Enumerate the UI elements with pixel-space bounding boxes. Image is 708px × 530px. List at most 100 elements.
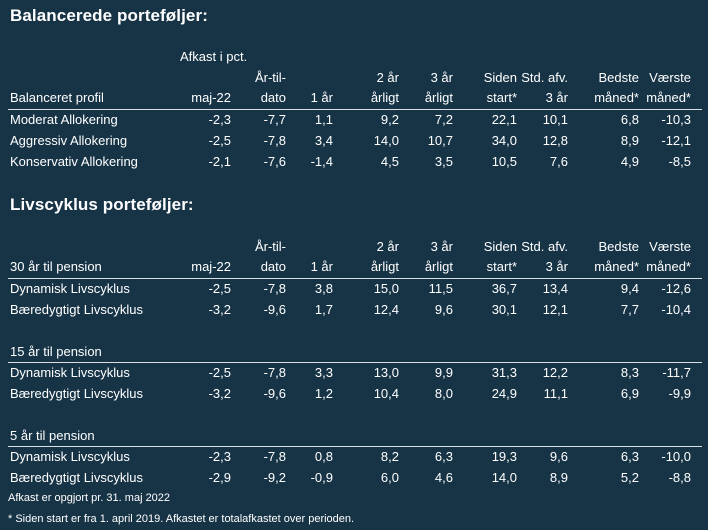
table-cell: -7,7 — [263, 112, 286, 127]
table-cell: 11,1 — [543, 386, 568, 401]
table-cell: 24,9 — [491, 386, 517, 401]
table-cell: 8,2 — [380, 449, 399, 464]
balanced-col-header: måned* — [594, 90, 639, 105]
table-cell: 1,1 — [314, 112, 333, 127]
balanced-col-header: maj-22 — [191, 90, 231, 105]
table-cell: 15,0 — [373, 281, 399, 296]
lifecycle-col-header: maj-22 — [191, 259, 231, 274]
table-cell: -9,2 — [263, 470, 286, 485]
group-label: 30 år til pension — [10, 259, 102, 274]
table-cell: 4,6 — [434, 470, 453, 485]
table-cell: 0,8 — [314, 449, 333, 464]
table-cell: -10,4 — [661, 302, 691, 317]
table-cell: -2,1 — [208, 154, 231, 169]
lifecycle-col-header: måned* — [646, 259, 691, 274]
table-cell: 12,8 — [542, 133, 568, 148]
table-cell: -8,8 — [668, 470, 691, 485]
row-label: Dynamisk Livscyklus — [10, 449, 130, 464]
table-cell: 5,2 — [620, 470, 639, 485]
lifecycle-col-header: start* — [486, 259, 517, 274]
table-cell: 3,5 — [434, 154, 453, 169]
table-cell: -2,9 — [208, 470, 231, 485]
row-label: Konservativ Allokering — [10, 154, 138, 169]
balanced-col-header: start* — [486, 90, 517, 105]
table-cell: -2,3 — [208, 112, 231, 127]
table-cell: 3,4 — [314, 133, 333, 148]
balanced-col-header: dato — [260, 90, 286, 105]
balanced-col-header-top: 2 år — [376, 70, 399, 85]
lifecycle-col-header: dato — [260, 259, 286, 274]
row-label: Dynamisk Livscyklus — [10, 281, 130, 296]
lifecycle-col-header: årligt — [424, 259, 453, 274]
table-cell: -3,2 — [208, 302, 231, 317]
table-cell: 4,9 — [620, 154, 639, 169]
header-divider — [8, 109, 702, 110]
table-cell: 10,4 — [373, 386, 399, 401]
row-label: Moderat Allokering — [10, 112, 118, 127]
table-cell: -0,9 — [310, 470, 333, 485]
lifecycle-col-header-top: Siden — [483, 239, 517, 254]
lifecycle-col-header: måned* — [594, 259, 639, 274]
table-cell: 12,1 — [542, 302, 568, 317]
table-cell: 7,2 — [434, 112, 453, 127]
table-cell: 31,3 — [491, 365, 517, 380]
table-cell: 22,1 — [491, 112, 517, 127]
table-cell: -8,5 — [668, 154, 691, 169]
table-cell: 3,8 — [314, 281, 333, 296]
footnote-start: * Siden start er fra 1. april 2019. Afka… — [8, 513, 355, 525]
table-cell: 9,9 — [434, 365, 453, 380]
table-cell: -9,6 — [263, 302, 286, 317]
table-cell: 14,0 — [373, 133, 399, 148]
table-cell: -2,3 — [208, 449, 231, 464]
group-label: 15 år til pension — [10, 344, 102, 359]
table-cell: -10,3 — [661, 112, 691, 127]
table-cell: -7,8 — [263, 133, 286, 148]
table-cell: -7,8 — [263, 449, 286, 464]
table-cell: 19,3 — [491, 449, 517, 464]
table-cell: 6,8 — [620, 112, 639, 127]
balanced-col-header-top: Bedste — [598, 70, 639, 85]
lifecycle-col-header: årligt — [370, 259, 399, 274]
row-label: Bæredygtigt Livscyklus — [10, 386, 143, 401]
afkast-label: Afkast i pct. — [180, 49, 248, 64]
lifecycle-col-header-top: Std. afv. — [521, 239, 568, 254]
group-divider — [8, 362, 702, 363]
table-cell: 12,4 — [373, 302, 399, 317]
balanced-col-header: måned* — [646, 90, 691, 105]
row-label: Bæredygtigt Livscyklus — [10, 470, 143, 485]
footnote-date: Afkast er opgjort pr. 31. maj 2022 — [8, 492, 171, 504]
balanced-col-header: årligt — [370, 90, 399, 105]
group-label: 5 år til pension — [10, 428, 95, 443]
table-cell: 36,7 — [491, 281, 517, 296]
lifecycle-col-header-top: Bedste — [598, 239, 639, 254]
table-cell: 8,3 — [620, 365, 639, 380]
section-title: Livscyklus porteføljer: — [10, 195, 194, 214]
table-cell: 9,6 — [434, 302, 453, 317]
table-cell: -9,9 — [668, 386, 691, 401]
lifecycle-col-header-top: År-til- — [254, 239, 286, 254]
table-cell: 30,1 — [491, 302, 517, 317]
lifecycle-col-header-top: 3 år — [430, 239, 453, 254]
table-cell: -12,6 — [661, 281, 691, 296]
lifecycle-col-header: 3 år — [545, 259, 568, 274]
table-cell: -7,6 — [263, 154, 286, 169]
table-cell: 9,4 — [620, 281, 639, 296]
balanced-col-header-top: År-til- — [254, 70, 286, 85]
table-cell: 3,3 — [314, 365, 333, 380]
table-cell: -1,4 — [310, 154, 333, 169]
lifecycle-col-header: 1 år — [310, 259, 333, 274]
balanced-col-header-top: Værste — [649, 70, 691, 85]
table-cell: 10,1 — [542, 112, 568, 127]
table-cell: 10,5 — [491, 154, 517, 169]
lifecycle-col-header-top: 2 år — [376, 239, 399, 254]
table-cell: -9,6 — [263, 386, 286, 401]
table-cell: -2,5 — [208, 365, 231, 380]
table-cell: 13,0 — [373, 365, 399, 380]
table-cell: 9,6 — [549, 449, 568, 464]
row-label: Dynamisk Livscyklus — [10, 365, 130, 380]
section-title: Balancerede porteføljer: — [10, 6, 208, 25]
table-cell: 6,9 — [620, 386, 639, 401]
lifecycle-col-header-top: Værste — [649, 239, 691, 254]
row-label: Bæredygtigt Livscyklus — [10, 302, 143, 317]
table-cell: 4,5 — [380, 154, 399, 169]
